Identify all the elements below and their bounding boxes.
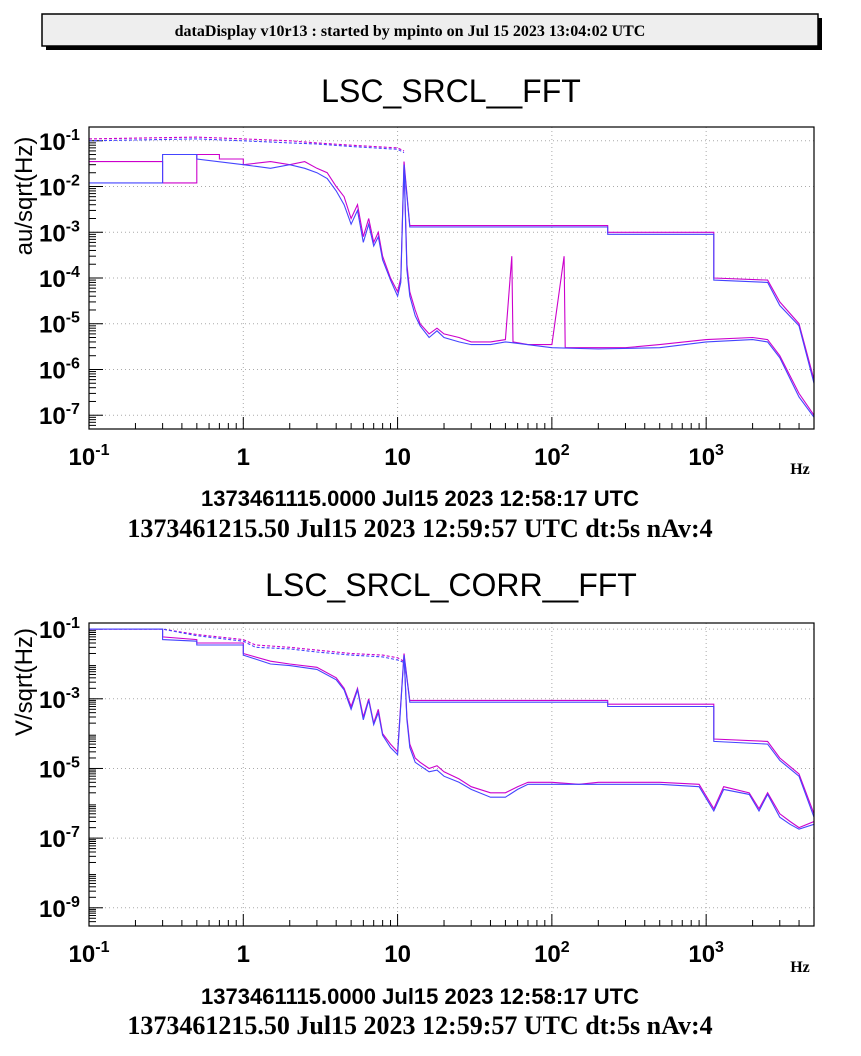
y-axis-label: au/sqrt(Hz) <box>11 137 38 256</box>
series-line <box>403 164 814 384</box>
x-tick-label: 10 <box>384 444 411 471</box>
x-tick-label: 10-1 <box>69 939 110 968</box>
series-line <box>89 136 405 152</box>
series-line <box>89 153 814 418</box>
x-tick-label: 103 <box>688 939 724 968</box>
chart-lsc-srcl-fft: LSC_SRCL__FFT au/sqrt(Hz) Hz 1373461115.… <box>11 73 815 543</box>
series-line <box>89 628 814 829</box>
x-tick-label: 102 <box>534 939 570 968</box>
y-tick-label: 10-3 <box>39 218 80 247</box>
banner-box <box>41 13 819 47</box>
x-tick-label: 103 <box>688 442 724 471</box>
y-tick-label: 10-4 <box>39 264 80 293</box>
x-tick-label: 10-1 <box>69 442 110 471</box>
y-tick-label: 10-1 <box>39 127 80 156</box>
x-tick-label: 1 <box>237 444 250 471</box>
timestamp-start: 1373461115.0000 Jul15 2023 12:58:17 UTC <box>201 984 639 1009</box>
x-tick-label: 102 <box>534 442 570 471</box>
plot-frame <box>88 126 815 430</box>
banner-title: dataDisplay v10r13 : started by mpinto o… <box>175 23 646 40</box>
timestamp-info: 1373461215.50 Jul15 2023 12:59:57 UTC dt… <box>127 1011 712 1040</box>
y-tick-label: 10-6 <box>39 355 80 384</box>
series-line <box>89 628 814 830</box>
y-tick-label: 10-3 <box>39 685 80 714</box>
y-tick-label: 10-7 <box>39 824 80 853</box>
x-axis-label: Hz <box>790 461 810 478</box>
series-group <box>89 136 814 418</box>
plot-frame <box>88 622 815 927</box>
series-line <box>403 655 814 818</box>
series-group <box>89 628 814 830</box>
y-axis-label: V/sqrt(Hz) <box>11 628 38 736</box>
x-tick-label: 10 <box>384 941 411 968</box>
series-line <box>89 138 405 154</box>
chart-title: LSC_SRCL_CORR__FFT <box>265 567 637 603</box>
plot-area <box>89 623 814 926</box>
y-tick-label: 10-2 <box>39 173 80 202</box>
series-line <box>89 628 405 662</box>
timestamp-info: 1373461215.50 Jul15 2023 12:59:57 UTC dt… <box>127 514 712 543</box>
y-tick-label: 10-5 <box>39 310 80 339</box>
series-line <box>89 628 405 664</box>
chart-title: LSC_SRCL__FFT <box>321 73 581 109</box>
y-tick-label: 10-5 <box>39 754 80 783</box>
x-axis-label: Hz <box>790 959 810 976</box>
chart-lsc-srcl-corr-fft: LSC_SRCL_CORR__FFT V/sqrt(Hz) Hz 1373461… <box>11 567 815 1040</box>
x-tick-label: 1 <box>237 941 250 968</box>
timestamp-start: 1373461115.0000 Jul15 2023 12:58:17 UTC <box>201 486 639 511</box>
y-tick-label: 10-9 <box>39 894 80 923</box>
y-tick-label: 10-1 <box>39 615 80 644</box>
y-tick-label: 10-7 <box>39 401 80 430</box>
